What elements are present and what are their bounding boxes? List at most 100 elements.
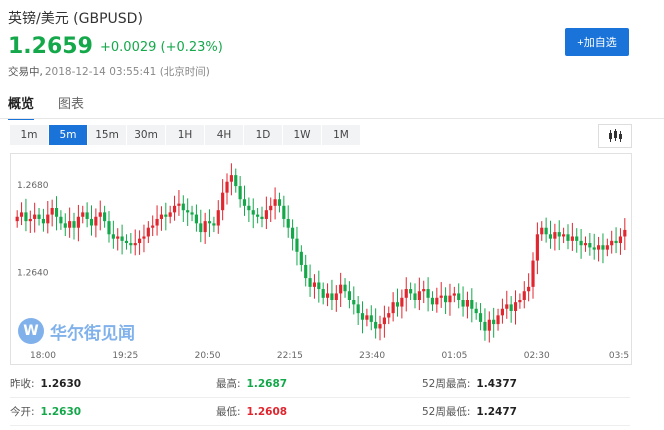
stat-high: 最高: 1.2687 bbox=[216, 376, 422, 391]
tab-overview[interactable]: 概览 bbox=[8, 93, 35, 120]
candle bbox=[124, 234, 129, 250]
candle bbox=[177, 190, 181, 216]
candle bbox=[347, 281, 351, 309]
candle bbox=[531, 252, 535, 299]
candle bbox=[256, 208, 260, 224]
candle bbox=[548, 220, 553, 249]
x-tick-label: 01:05 bbox=[441, 351, 467, 361]
candle bbox=[339, 272, 343, 308]
candle bbox=[426, 277, 430, 312]
x-tick-label: 03:5 bbox=[609, 351, 629, 361]
candle bbox=[216, 200, 220, 234]
stat-value: 1.2630 bbox=[40, 378, 82, 390]
candle bbox=[544, 217, 548, 243]
stat-52w-high: 52周最高: 1.4377 bbox=[422, 376, 628, 391]
candle bbox=[229, 163, 233, 196]
candle bbox=[317, 270, 321, 303]
candle bbox=[487, 311, 491, 343]
stat-label: 最低: bbox=[216, 406, 241, 418]
candle bbox=[76, 204, 80, 242]
candle bbox=[500, 298, 504, 324]
stats-table: 昨收: 1.2630 最高: 1.2687 52周最高: 1.4377 今开: 1.26… bbox=[10, 370, 630, 426]
interval-1h[interactable]: 1H bbox=[166, 125, 205, 145]
candle bbox=[273, 187, 277, 220]
candle bbox=[277, 192, 282, 213]
candle bbox=[352, 286, 356, 315]
interval-15m[interactable]: 15m bbox=[88, 125, 127, 145]
stat-open: 今开: 1.2630 bbox=[10, 404, 216, 419]
candle bbox=[439, 282, 443, 308]
candle bbox=[452, 286, 456, 303]
interval-30m[interactable]: 30m bbox=[127, 125, 166, 145]
watermark: W 华尔街见闻 bbox=[18, 318, 135, 344]
candle bbox=[413, 283, 417, 309]
candle bbox=[579, 229, 583, 259]
candle bbox=[168, 205, 172, 224]
candle bbox=[575, 228, 579, 253]
x-tick-label: 19:25 bbox=[112, 351, 138, 361]
candle bbox=[444, 287, 448, 315]
candle bbox=[557, 220, 561, 251]
candle bbox=[465, 291, 470, 319]
trading-status: 交易中, 2018-12-14 03:55:41 (北京时间) bbox=[8, 64, 210, 79]
candle bbox=[430, 291, 435, 311]
interval-1mo[interactable]: 1M bbox=[322, 125, 361, 145]
x-tick-label: 20:50 bbox=[195, 351, 221, 361]
view-tabs: 概览 图表 bbox=[8, 93, 84, 120]
candle bbox=[37, 208, 41, 226]
interval-1d[interactable]: 1D bbox=[244, 125, 283, 145]
stat-label: 52周最低: bbox=[422, 406, 471, 418]
stat-label: 最高: bbox=[216, 378, 241, 390]
tab-chart[interactable]: 图表 bbox=[58, 97, 85, 112]
stat-value: 1.4377 bbox=[476, 378, 517, 390]
candle bbox=[260, 206, 264, 228]
candle bbox=[155, 205, 159, 236]
y-tick-label: 1.2680 bbox=[17, 181, 49, 191]
candle bbox=[28, 210, 32, 233]
candle bbox=[553, 223, 557, 251]
candle bbox=[457, 283, 461, 309]
candle bbox=[159, 206, 164, 231]
candle bbox=[54, 196, 59, 231]
candle bbox=[103, 205, 107, 228]
candle bbox=[422, 280, 426, 304]
candle bbox=[181, 195, 185, 223]
candle bbox=[68, 207, 72, 238]
candle bbox=[605, 238, 609, 257]
candle bbox=[518, 293, 522, 309]
price-chart[interactable]: 1.2680 1.2640 18:00 19:25 20:50 22:15 23:40 01:… bbox=[10, 153, 632, 365]
candle bbox=[461, 286, 465, 317]
stat-label: 52周最高: bbox=[422, 378, 471, 390]
candle bbox=[59, 210, 63, 230]
interval-4h[interactable]: 4H bbox=[205, 125, 244, 145]
stat-value: 1.2630 bbox=[40, 406, 82, 418]
chart-type-button[interactable] bbox=[598, 124, 632, 148]
candle bbox=[330, 279, 334, 311]
candle bbox=[199, 209, 203, 243]
candle bbox=[509, 296, 513, 323]
status-label: 交易中, bbox=[8, 66, 43, 78]
candle bbox=[382, 305, 386, 338]
candle bbox=[356, 296, 360, 325]
interval-5m[interactable]: 5m bbox=[49, 125, 88, 145]
stats-row: 昨收: 1.2630 最高: 1.2687 52周最高: 1.4377 bbox=[10, 370, 630, 398]
interval-1w[interactable]: 1W bbox=[283, 125, 322, 145]
interval-1m[interactable]: 1m bbox=[10, 125, 49, 145]
candle bbox=[98, 200, 102, 231]
candle bbox=[142, 224, 146, 253]
candle bbox=[120, 224, 124, 255]
add-to-watchlist-button[interactable]: +加自选 bbox=[565, 28, 629, 56]
candle bbox=[343, 278, 347, 298]
candle bbox=[360, 301, 365, 334]
candle bbox=[470, 288, 474, 323]
candle bbox=[238, 176, 242, 208]
candle bbox=[562, 227, 566, 244]
watermark-logo: W bbox=[18, 318, 44, 344]
candle bbox=[50, 199, 54, 227]
candle bbox=[221, 179, 225, 221]
candle bbox=[483, 308, 487, 341]
candle bbox=[295, 226, 299, 266]
candlestick-chart: 1.2680 1.2640 18:00 19:25 20:50 22:15 23:40 01:… bbox=[15, 163, 629, 361]
candle bbox=[308, 264, 312, 297]
candle bbox=[588, 232, 592, 256]
